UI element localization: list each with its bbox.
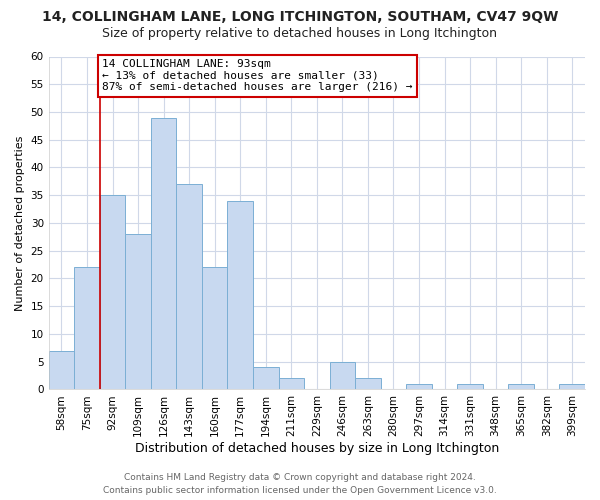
X-axis label: Distribution of detached houses by size in Long Itchington: Distribution of detached houses by size … bbox=[135, 442, 499, 455]
Bar bbox=[227, 201, 253, 390]
Bar bbox=[151, 118, 176, 390]
Text: 14 COLLINGHAM LANE: 93sqm
← 13% of detached houses are smaller (33)
87% of semi-: 14 COLLINGHAM LANE: 93sqm ← 13% of detac… bbox=[103, 60, 413, 92]
Bar bbox=[125, 234, 151, 390]
Bar bbox=[253, 368, 278, 390]
Text: 14, COLLINGHAM LANE, LONG ITCHINGTON, SOUTHAM, CV47 9QW: 14, COLLINGHAM LANE, LONG ITCHINGTON, SO… bbox=[42, 10, 558, 24]
Bar bbox=[176, 184, 202, 390]
Bar bbox=[406, 384, 432, 390]
Text: Size of property relative to detached houses in Long Itchington: Size of property relative to detached ho… bbox=[103, 28, 497, 40]
Bar bbox=[508, 384, 534, 390]
Y-axis label: Number of detached properties: Number of detached properties bbox=[15, 136, 25, 310]
Bar bbox=[278, 378, 304, 390]
Bar bbox=[49, 350, 74, 390]
Bar bbox=[457, 384, 483, 390]
Text: Contains HM Land Registry data © Crown copyright and database right 2024.
Contai: Contains HM Land Registry data © Crown c… bbox=[103, 473, 497, 495]
Bar bbox=[355, 378, 380, 390]
Bar bbox=[202, 268, 227, 390]
Bar bbox=[100, 195, 125, 390]
Bar bbox=[559, 384, 585, 390]
Bar bbox=[329, 362, 355, 390]
Bar bbox=[74, 268, 100, 390]
